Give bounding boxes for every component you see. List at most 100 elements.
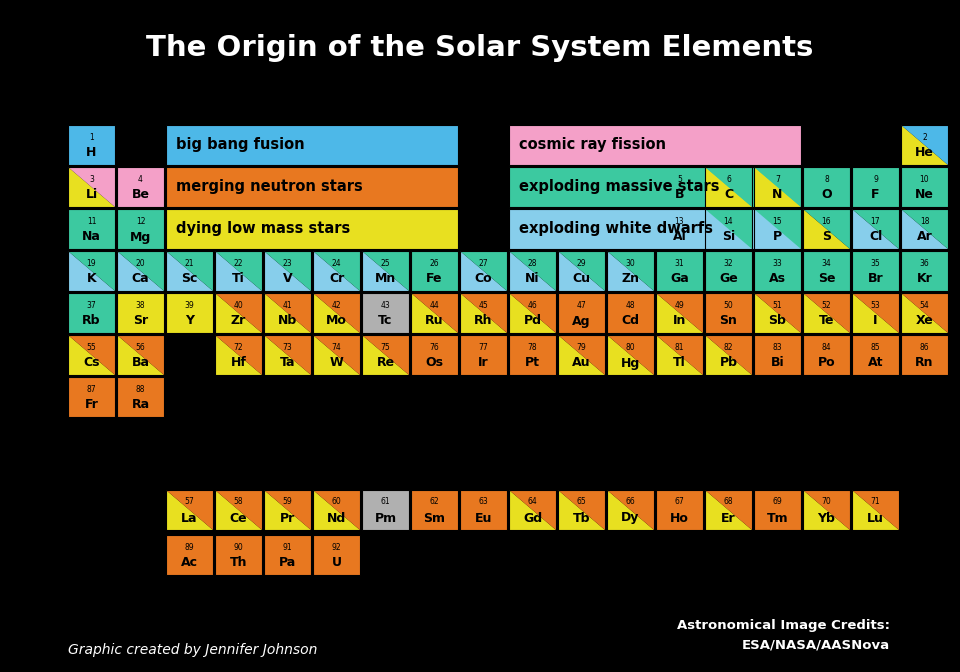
- Text: 91: 91: [282, 542, 292, 552]
- Text: 39: 39: [184, 300, 194, 310]
- Text: 31: 31: [675, 259, 684, 267]
- Text: 59: 59: [282, 497, 293, 507]
- Polygon shape: [215, 335, 262, 375]
- Text: cosmic ray fission: cosmic ray fission: [519, 138, 666, 153]
- Text: Xe: Xe: [916, 314, 933, 327]
- Text: Pm: Pm: [374, 511, 396, 525]
- Polygon shape: [705, 209, 752, 249]
- Text: The Origin of the Solar System Elements: The Origin of the Solar System Elements: [146, 34, 814, 62]
- Text: Cl: Cl: [869, 230, 882, 243]
- FancyBboxPatch shape: [656, 167, 703, 207]
- FancyBboxPatch shape: [852, 167, 899, 207]
- FancyBboxPatch shape: [705, 293, 752, 333]
- FancyBboxPatch shape: [754, 490, 801, 530]
- Text: In: In: [673, 314, 686, 327]
- Text: 80: 80: [626, 343, 636, 351]
- Text: Cs: Cs: [84, 357, 100, 370]
- Text: 68: 68: [724, 497, 733, 507]
- Text: dying low mass stars: dying low mass stars: [176, 222, 350, 237]
- Text: 75: 75: [380, 343, 391, 351]
- Text: 70: 70: [822, 497, 831, 507]
- Polygon shape: [901, 293, 948, 333]
- Text: 54: 54: [920, 300, 929, 310]
- Text: exploding white dwarfs: exploding white dwarfs: [519, 222, 713, 237]
- Text: Ho: Ho: [670, 511, 689, 525]
- Text: Ni: Ni: [525, 273, 540, 286]
- Polygon shape: [852, 293, 899, 333]
- Polygon shape: [215, 251, 262, 291]
- Text: 8: 8: [824, 175, 828, 183]
- Text: 13: 13: [675, 216, 684, 226]
- Polygon shape: [803, 490, 850, 530]
- Polygon shape: [117, 251, 164, 291]
- Polygon shape: [705, 209, 752, 249]
- Polygon shape: [509, 293, 556, 333]
- Text: Sb: Sb: [769, 314, 786, 327]
- Text: 77: 77: [479, 343, 489, 351]
- Text: 87: 87: [86, 384, 96, 394]
- FancyBboxPatch shape: [656, 251, 703, 291]
- Polygon shape: [558, 335, 605, 375]
- Text: 84: 84: [822, 343, 831, 351]
- FancyBboxPatch shape: [901, 251, 948, 291]
- FancyBboxPatch shape: [509, 125, 801, 165]
- Text: 46: 46: [528, 300, 538, 310]
- Text: 4: 4: [138, 175, 143, 183]
- Text: Tc: Tc: [378, 314, 393, 327]
- Text: Hg: Hg: [621, 357, 640, 370]
- Text: 20: 20: [135, 259, 145, 267]
- Text: H: H: [86, 146, 97, 159]
- Text: 27: 27: [479, 259, 489, 267]
- Polygon shape: [901, 293, 948, 333]
- FancyBboxPatch shape: [803, 335, 850, 375]
- Text: Pb: Pb: [719, 357, 737, 370]
- Text: 28: 28: [528, 259, 538, 267]
- Text: Y: Y: [185, 314, 194, 327]
- Polygon shape: [411, 293, 458, 333]
- Polygon shape: [264, 335, 311, 375]
- Polygon shape: [166, 490, 213, 530]
- Text: Sc: Sc: [181, 273, 198, 286]
- Text: 58: 58: [233, 497, 243, 507]
- Text: 26: 26: [430, 259, 440, 267]
- Polygon shape: [166, 251, 213, 291]
- Text: Ac: Ac: [181, 556, 198, 569]
- Polygon shape: [803, 490, 850, 530]
- Polygon shape: [901, 209, 948, 249]
- Polygon shape: [362, 251, 409, 291]
- Polygon shape: [558, 490, 605, 530]
- Polygon shape: [656, 335, 703, 375]
- FancyBboxPatch shape: [754, 335, 801, 375]
- FancyBboxPatch shape: [411, 335, 458, 375]
- Text: Er: Er: [721, 511, 735, 525]
- Text: Cd: Cd: [621, 314, 639, 327]
- Text: exploding massive stars: exploding massive stars: [519, 179, 719, 194]
- FancyBboxPatch shape: [852, 251, 899, 291]
- Text: Pd: Pd: [523, 314, 541, 327]
- Polygon shape: [705, 167, 752, 207]
- Text: 25: 25: [381, 259, 391, 267]
- Text: Eu: Eu: [475, 511, 492, 525]
- Text: 35: 35: [871, 259, 880, 267]
- Text: Tl: Tl: [673, 357, 685, 370]
- FancyBboxPatch shape: [166, 125, 458, 165]
- Text: Fe: Fe: [426, 273, 443, 286]
- FancyBboxPatch shape: [68, 125, 115, 165]
- FancyBboxPatch shape: [803, 167, 850, 207]
- Polygon shape: [68, 251, 115, 291]
- Polygon shape: [68, 251, 115, 291]
- Polygon shape: [509, 251, 556, 291]
- Polygon shape: [460, 293, 507, 333]
- Polygon shape: [901, 209, 948, 249]
- Text: 34: 34: [822, 259, 831, 267]
- Text: 55: 55: [86, 343, 96, 351]
- Polygon shape: [68, 167, 115, 207]
- Text: Se: Se: [818, 273, 835, 286]
- FancyBboxPatch shape: [852, 335, 899, 375]
- FancyBboxPatch shape: [901, 335, 948, 375]
- Polygon shape: [607, 490, 654, 530]
- Text: Hf: Hf: [230, 357, 247, 370]
- Text: 85: 85: [871, 343, 880, 351]
- Text: 14: 14: [724, 216, 733, 226]
- Text: Rb: Rb: [83, 314, 101, 327]
